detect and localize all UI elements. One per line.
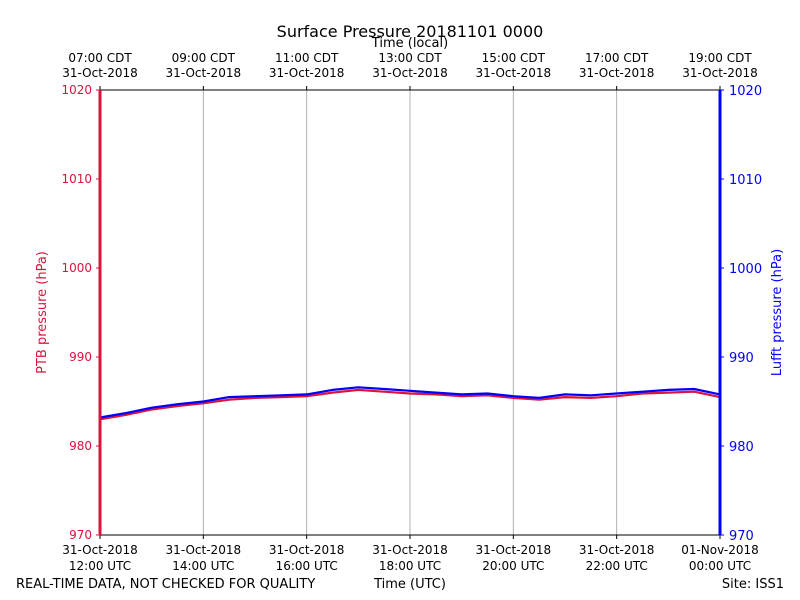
bottom-tick-label: 31-Oct-2018 [372, 543, 448, 557]
right-axis-label: Lufft pressure (hPa) [770, 249, 785, 376]
bottom-tick-label: 01-Nov-2018 [681, 543, 759, 557]
right-tick-label: 980 [729, 440, 754, 455]
top-tick-label: 09:00 CDT [172, 51, 236, 65]
right-tick-label: 1000 [729, 262, 762, 277]
top-tick-label: 31-Oct-2018 [269, 66, 345, 80]
series-ptb-line [99, 388, 721, 421]
right-tick-label: 970 [729, 529, 754, 544]
left-tick-label: 970 [69, 528, 92, 542]
top-tick-label: 31-Oct-2018 [682, 66, 758, 80]
left-tick-label: 1000 [61, 261, 92, 275]
top-tick-label: 19:00 CDT [688, 51, 752, 65]
top-tick-label: 07:00 CDT [68, 51, 132, 65]
bottom-tick-label: 22:00 UTC [586, 559, 648, 573]
left-axis-label: PTB pressure (hPa) [35, 251, 50, 374]
bottom-tick-label: 31-Oct-2018 [269, 543, 345, 557]
right-tick-label: 990 [729, 351, 754, 366]
grid-lines [202, 90, 618, 535]
bottom-tick-label: 31-Oct-2018 [579, 543, 655, 557]
top-tick-label: 31-Oct-2018 [476, 66, 552, 80]
bottom-tick-label: 20:00 UTC [482, 559, 544, 573]
bottom-tick-label: 18:00 UTC [379, 559, 441, 573]
top-tick-label: 31-Oct-2018 [579, 66, 655, 80]
top-axis-label: Time (local) [371, 36, 448, 51]
bottom-tick-label: 12:00 UTC [69, 559, 131, 573]
top-tick-label: 17:00 CDT [585, 51, 649, 65]
series-layer [99, 386, 721, 421]
top-tick-label: 31-Oct-2018 [62, 66, 138, 80]
series-lufft-line [99, 386, 721, 419]
bottom-tick-label: 14:00 UTC [172, 559, 234, 573]
left-tick-label: 1020 [61, 83, 92, 97]
quality-disclaimer: REAL-TIME DATA, NOT CHECKED FOR QUALITY [16, 577, 315, 592]
left-tick-label: 990 [69, 350, 92, 364]
top-tick-label: 31-Oct-2018 [166, 66, 242, 80]
bottom-axis-label: Time (UTC) [373, 577, 446, 592]
bottom-tick-label: 31-Oct-2018 [476, 543, 552, 557]
tick-layer: 31-Oct-2018 12:00 UTC 31-Oct-2018 14:00 UTC… [61, 51, 762, 573]
bottom-tick-label: 31-Oct-2018 [166, 543, 242, 557]
top-tick-label: 15:00 CDT [482, 51, 546, 65]
right-tick-label: 1020 [729, 84, 762, 99]
right-tick-label: 1010 [729, 173, 762, 188]
site-label: Site: ISS1 [722, 577, 784, 592]
left-tick-label: 980 [69, 439, 92, 453]
top-tick-label: 13:00 CDT [378, 51, 442, 65]
bottom-tick-label: 16:00 UTC [276, 559, 338, 573]
left-tick-label: 1010 [61, 172, 92, 186]
bottom-tick-label: 00:00 UTC [689, 559, 751, 573]
bottom-tick-label: 31-Oct-2018 [62, 543, 138, 557]
top-tick-label: 11:00 CDT [275, 51, 339, 65]
top-tick-label: 31-Oct-2018 [372, 66, 448, 80]
chart-title: Surface Pressure 20181101 0000 [277, 22, 544, 41]
